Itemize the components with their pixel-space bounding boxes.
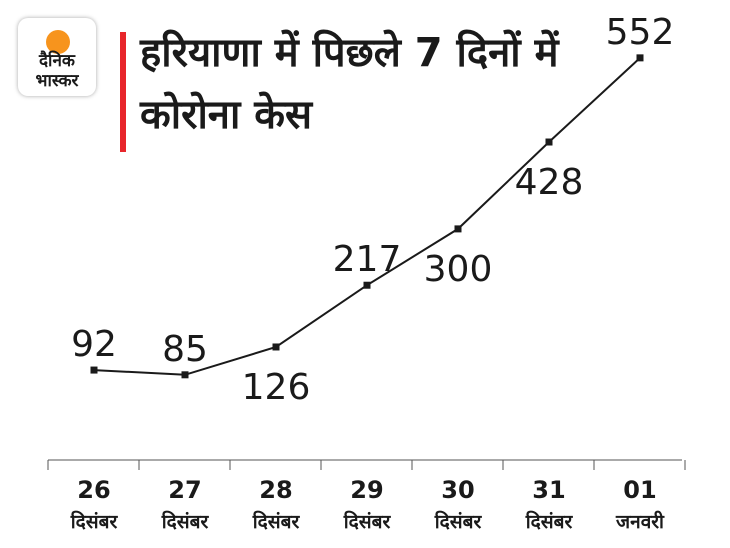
data-label: 85 — [162, 329, 208, 370]
data-point-markers — [90, 54, 644, 379]
x-tick-label-day: 27 — [168, 476, 201, 504]
data-label: 428 — [515, 162, 584, 203]
data-label: 300 — [424, 249, 493, 290]
x-tick-label-month: दिसंबर — [525, 510, 574, 533]
x-tick-label-day: 29 — [350, 476, 383, 504]
data-labels: 92 85 126 217 300 428 552 — [71, 12, 674, 408]
data-label: 126 — [242, 367, 311, 408]
data-point-marker — [636, 54, 644, 62]
x-tick-label-month: दिसंबर — [434, 510, 483, 533]
x-tick-label-day: 01 — [623, 476, 656, 504]
x-axis-tick-labels: 26 दिसंबर 27 दिसंबर 28 दिसंबर 29 दिसंबर 30 दिसंबर… — [70, 476, 665, 533]
data-point-marker — [545, 138, 553, 146]
x-tick-label-month: दिसंबर — [161, 510, 210, 533]
x-tick-label-day: 30 — [441, 476, 474, 504]
data-point-marker — [363, 281, 371, 289]
dainik-bhaskar-logo: दैनिक भास्कर — [18, 18, 96, 96]
data-point-marker — [90, 366, 98, 374]
x-tick-label-day: 28 — [259, 476, 292, 504]
x-tick-label-month: दिसंबर — [70, 510, 119, 533]
data-point-marker — [181, 371, 189, 379]
cases-series-line — [93, 57, 641, 376]
logo-text-line2: भास्कर — [36, 71, 80, 91]
data-label: 552 — [606, 12, 675, 53]
data-point-marker — [272, 343, 280, 351]
logo-text-line1: दैनिक — [38, 50, 76, 71]
x-tick-label-month: दिसंबर — [252, 510, 301, 533]
data-label: 217 — [333, 239, 402, 280]
x-axis-ticks — [47, 460, 686, 470]
x-tick-label-month: दिसंबर — [343, 510, 392, 533]
x-tick-label-day: 31 — [532, 476, 565, 504]
data-label: 92 — [71, 324, 117, 365]
data-point-marker — [454, 225, 462, 233]
x-tick-label-day: 26 — [77, 476, 110, 504]
title-accent-bar — [120, 32, 126, 152]
chart-title: हरियाणा में पिछले 7 दिनों में कोरोना केस — [140, 30, 559, 138]
logo-mark: दैनिक भास्कर — [36, 30, 80, 91]
sun-icon — [46, 30, 70, 54]
x-tick-label-month: जनवरी — [615, 510, 665, 533]
